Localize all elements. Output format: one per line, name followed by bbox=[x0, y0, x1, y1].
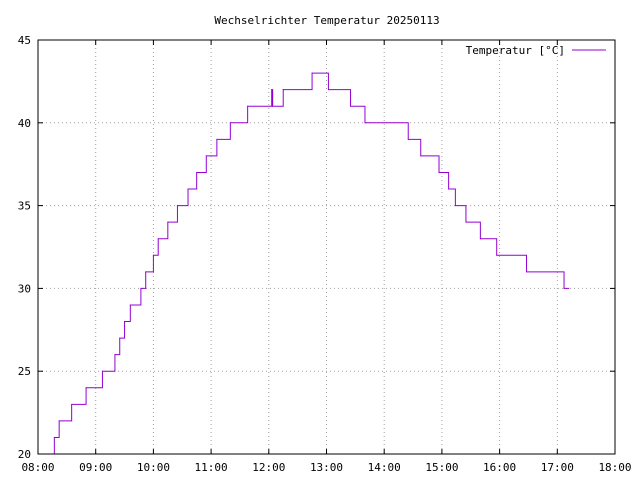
data-point bbox=[364, 122, 366, 124]
data-point bbox=[196, 171, 198, 173]
data-point bbox=[407, 138, 409, 140]
x-tick-label: 11:00 bbox=[195, 461, 228, 474]
data-point bbox=[438, 171, 440, 173]
data-point bbox=[229, 122, 231, 124]
axis-ticks bbox=[37, 39, 616, 455]
x-tick-label: 15:00 bbox=[425, 461, 458, 474]
x-tick-label: 09:00 bbox=[79, 461, 112, 474]
data-point bbox=[157, 238, 159, 240]
legend-label: Temperatur [°C] bbox=[466, 44, 565, 57]
data-point bbox=[101, 370, 103, 372]
y-tick-label: 30 bbox=[18, 282, 31, 295]
series-line-temperatur bbox=[52, 72, 569, 455]
y-tick-label: 25 bbox=[18, 365, 31, 378]
data-point bbox=[71, 403, 73, 405]
data-point bbox=[448, 188, 450, 190]
data-point bbox=[53, 436, 55, 438]
x-tick-label: 13:00 bbox=[310, 461, 343, 474]
data-point bbox=[205, 155, 207, 157]
data-point bbox=[140, 287, 142, 289]
chart-title: Wechselrichter Temperatur 20250113 bbox=[214, 14, 439, 27]
data-point bbox=[311, 72, 313, 74]
data-point bbox=[85, 387, 87, 389]
data-point bbox=[327, 89, 329, 91]
data-point bbox=[479, 238, 481, 240]
data-point bbox=[526, 271, 528, 273]
data-point bbox=[247, 105, 249, 107]
axis-tick-labels: 08:00 09:00 10:00 11:00 12:00 13:00 14:00 15:00… bbox=[18, 34, 632, 474]
x-tick-label: 16:00 bbox=[483, 461, 516, 474]
data-point bbox=[167, 221, 169, 223]
data-point bbox=[216, 138, 218, 140]
x-tick-label: 10:00 bbox=[137, 461, 170, 474]
data-point bbox=[187, 188, 189, 190]
data-point bbox=[124, 321, 126, 323]
data-point bbox=[350, 105, 352, 107]
data-point bbox=[454, 205, 456, 207]
y-tick-label: 40 bbox=[18, 117, 31, 130]
data-point bbox=[129, 304, 131, 306]
plot-frame bbox=[37, 39, 616, 455]
data-point bbox=[271, 89, 273, 91]
y-tick-label: 35 bbox=[18, 200, 31, 213]
data-point bbox=[145, 271, 147, 273]
data-point bbox=[420, 155, 422, 157]
data-point bbox=[119, 337, 121, 339]
legend: Temperatur [°C] bbox=[466, 44, 606, 57]
data-point bbox=[496, 254, 498, 256]
data-point bbox=[568, 287, 570, 289]
series-layer bbox=[51, 72, 570, 455]
data-point bbox=[465, 221, 467, 223]
data-point bbox=[563, 287, 565, 289]
x-tick-label: 14:00 bbox=[368, 461, 401, 474]
data-point bbox=[176, 205, 178, 207]
y-tick-label: 45 bbox=[18, 34, 31, 47]
grid-lines bbox=[38, 40, 615, 454]
data-point bbox=[272, 105, 274, 107]
x-tick-label: 17:00 bbox=[541, 461, 574, 474]
x-tick-label: 12:00 bbox=[252, 461, 285, 474]
data-point bbox=[282, 89, 284, 91]
data-point bbox=[114, 354, 116, 356]
x-tick-label: 18:00 bbox=[598, 461, 631, 474]
data-point bbox=[152, 254, 154, 256]
y-tick-label: 20 bbox=[18, 448, 31, 461]
x-tick-label: 08:00 bbox=[21, 461, 54, 474]
data-point bbox=[58, 420, 60, 422]
